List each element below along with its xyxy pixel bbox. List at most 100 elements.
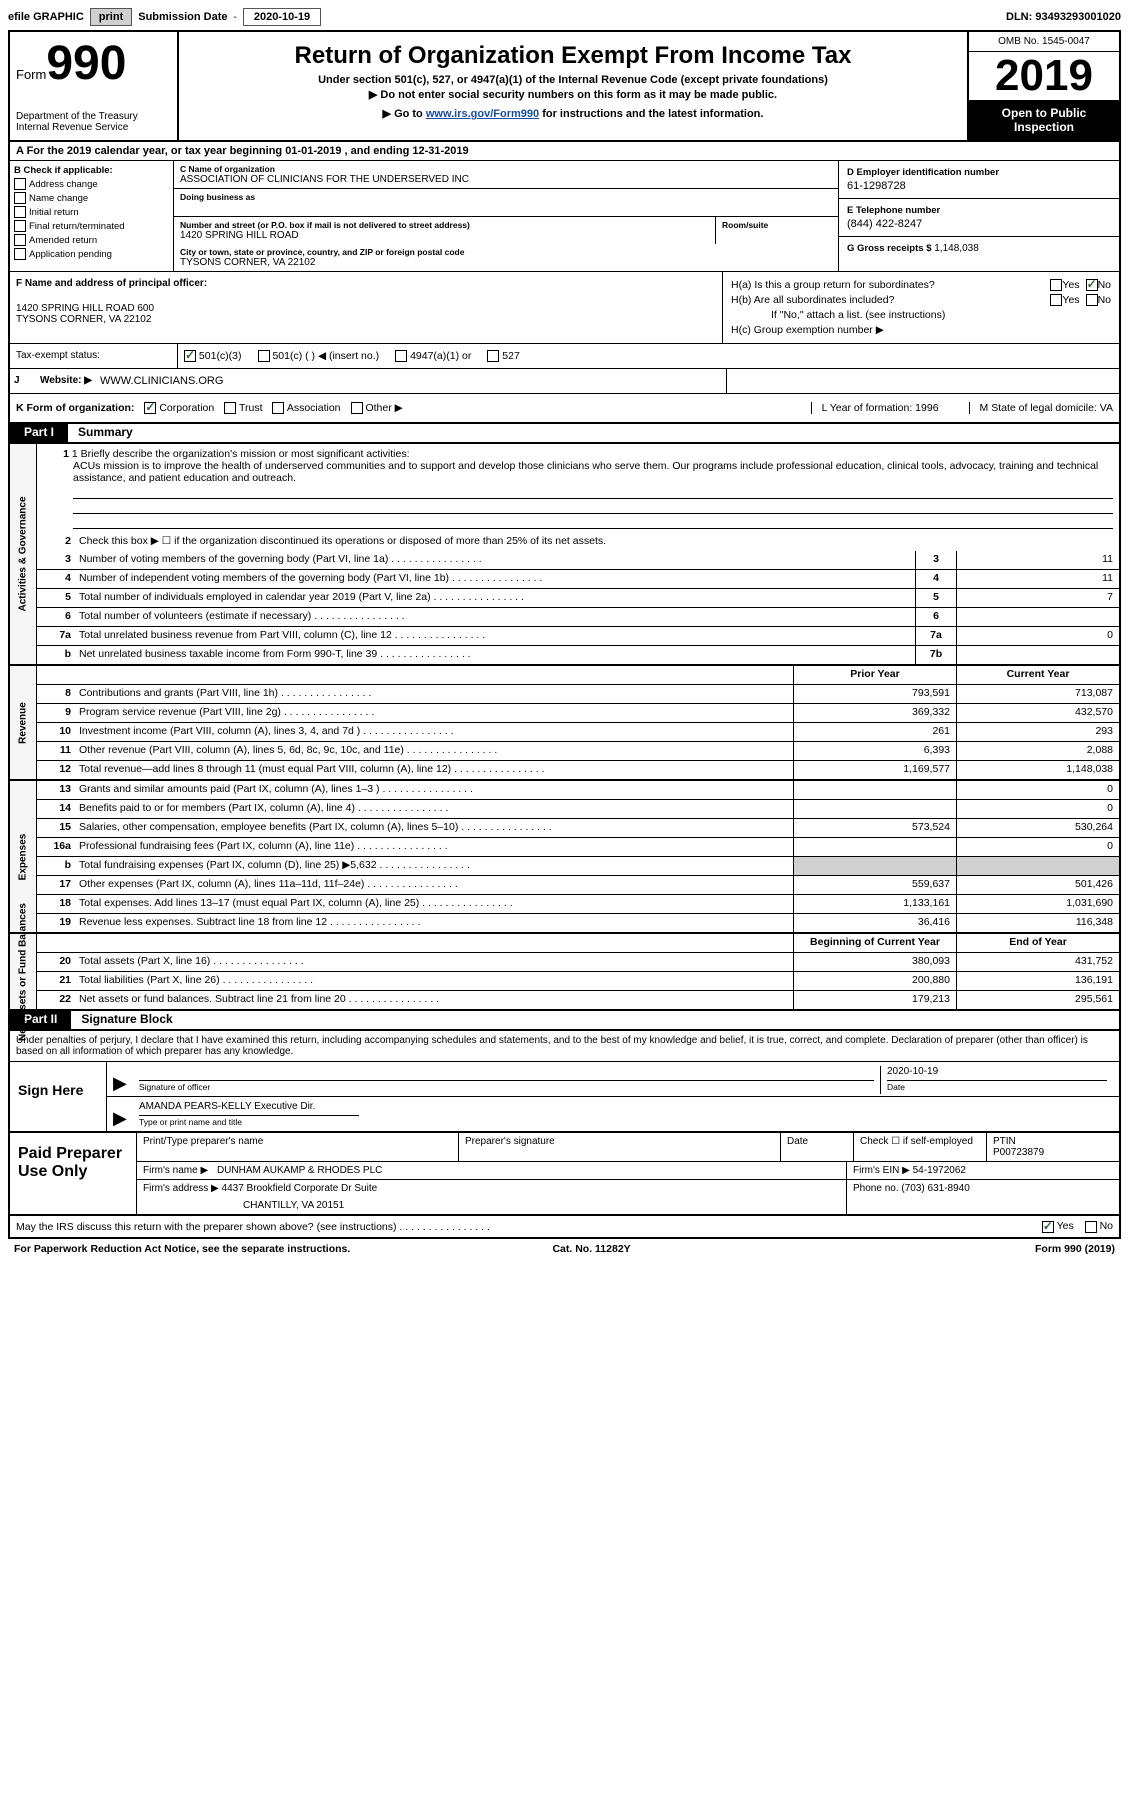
line-19: 19 Revenue less expenses. Subtract line … — [37, 914, 1119, 932]
part2-header: Part II Signature Block — [8, 1009, 1121, 1031]
header-left: Form990 Department of the Treasury Inter… — [10, 32, 179, 140]
firm-addr: 4437 Brookfield Corporate Dr Suite — [222, 1183, 378, 1194]
firm-ein: 54-1972062 — [913, 1165, 966, 1176]
line-b: b Total fundraising expenses (Part IX, c… — [37, 857, 1119, 876]
dept-treasury: Department of the Treasury Internal Reve… — [16, 111, 171, 133]
line-b: b Net unrelated business taxable income … — [37, 646, 1119, 664]
gross-receipts: 1,148,038 — [934, 243, 979, 254]
line-8: 8 Contributions and grants (Part VIII, l… — [37, 685, 1119, 704]
chk-527[interactable] — [487, 350, 499, 362]
header-right: OMB No. 1545-0047 2019 Open to Public In… — [967, 32, 1119, 140]
line-12: 12 Total revenue—add lines 8 through 11 … — [37, 761, 1119, 779]
k-row: K Form of organization: Corporation Trus… — [8, 394, 1121, 424]
discuss-row: May the IRS discuss this return with the… — [8, 1216, 1121, 1238]
open-public: Open to Public Inspection — [969, 100, 1119, 140]
org-street: 1420 SPRING HILL ROAD — [180, 230, 709, 241]
line-7a: 7a Total unrelated business revenue from… — [37, 627, 1119, 646]
footer: For Paperwork Reduction Act Notice, see … — [8, 1239, 1121, 1259]
line-18: 18 Total expenses. Add lines 13–17 (must… — [37, 895, 1119, 914]
ha-no[interactable] — [1086, 279, 1098, 291]
hb-no[interactable] — [1086, 294, 1098, 306]
form-header: Form990 Department of the Treasury Inter… — [8, 30, 1121, 142]
firm-name: DUNHAM AUKAMP & RHODES PLC — [217, 1165, 382, 1176]
print-button[interactable]: print — [90, 8, 132, 26]
tax-status-row: Tax-exempt status: 501(c)(3) 501(c) ( ) … — [8, 344, 1121, 369]
org-city: TYSONS CORNER, VA 22102 — [180, 257, 832, 268]
part1-header: Part I Summary — [8, 422, 1121, 444]
sub-date-label: Submission Date — [138, 11, 227, 23]
col-b-checkboxes: B Check if applicable: Address change Na… — [10, 161, 174, 271]
chk-other[interactable] — [351, 402, 363, 414]
dash: - — [234, 12, 237, 23]
line-13: 13 Grants and similar amounts paid (Part… — [37, 781, 1119, 800]
form-id: Form990 — [16, 36, 171, 91]
line-14: 14 Benefits paid to or for members (Part… — [37, 800, 1119, 819]
mission-text: ACUs mission is to improve the health of… — [73, 460, 1113, 484]
chk-trust[interactable] — [224, 402, 236, 414]
line-15: 15 Salaries, other compensation, employe… — [37, 819, 1119, 838]
line-11: 11 Other revenue (Part VIII, column (A),… — [37, 742, 1119, 761]
form-990-page: efile GRAPHIC print Submission Date - 20… — [0, 0, 1129, 1267]
chk-corp[interactable] — [144, 402, 156, 414]
website-url: WWW.CLINICIANS.ORG — [94, 369, 229, 393]
line-4: 4 Number of independent voting members o… — [37, 570, 1119, 589]
line-6: 6 Total number of volunteers (estimate i… — [37, 608, 1119, 627]
firm-phone: (703) 631-8940 — [901, 1183, 969, 1194]
line-3: 3 Number of voting members of the govern… — [37, 551, 1119, 570]
line-22: 22 Net assets or fund balances. Subtract… — [37, 991, 1119, 1009]
state-domicile: M State of legal domicile: VA — [969, 402, 1113, 414]
section-fh: F Name and address of principal officer:… — [8, 272, 1121, 344]
line-16a: 16a Professional fundraising fees (Part … — [37, 838, 1119, 857]
activities-block: Activities & Governance 1 1 Briefly desc… — [8, 444, 1121, 666]
discuss-no[interactable] — [1085, 1221, 1097, 1233]
form-title: Return of Organization Exempt From Incom… — [185, 42, 961, 70]
omb-number: OMB No. 1545-0047 — [969, 32, 1119, 52]
ein: 61-1298728 — [847, 180, 1111, 192]
section-bcde: B Check if applicable: Address change Na… — [8, 161, 1121, 272]
col-c-org-info: C Name of organization ASSOCIATION OF CL… — [174, 161, 838, 271]
chk-501c3[interactable] — [184, 350, 196, 362]
subtitle-2: ▶ Do not enter social security numbers o… — [185, 88, 961, 101]
chk-assoc[interactable] — [272, 402, 284, 414]
efile-label: efile GRAPHIC — [8, 11, 84, 23]
ha-yes[interactable] — [1050, 279, 1062, 291]
col-f-officer: F Name and address of principal officer:… — [10, 272, 723, 343]
org-name: ASSOCIATION OF CLINICIANS FOR THE UNDERS… — [180, 174, 832, 185]
line-21: 21 Total liabilities (Part X, line 26) 2… — [37, 972, 1119, 991]
chk-name[interactable] — [14, 192, 26, 204]
revenue-block: Revenue Prior Year Current Year 8 Contri… — [8, 666, 1121, 781]
col-h-group: H(a) Is this a group return for subordin… — [723, 272, 1119, 343]
line-9: 9 Program service revenue (Part VIII, li… — [37, 704, 1119, 723]
top-bar: efile GRAPHIC print Submission Date - 20… — [8, 8, 1121, 26]
tax-year: 2019 — [969, 52, 1119, 100]
netassets-block: Net Assets or Fund Balances Beginning of… — [8, 934, 1121, 1011]
year-formation: L Year of formation: 1996 — [811, 402, 939, 414]
declaration: Under penalties of perjury, I declare th… — [8, 1031, 1121, 1061]
line-20: 20 Total assets (Part X, line 16) 380,09… — [37, 953, 1119, 972]
line-17: 17 Other expenses (Part IX, column (A), … — [37, 876, 1119, 895]
line-5: 5 Total number of individuals employed i… — [37, 589, 1119, 608]
chk-amended[interactable] — [14, 234, 26, 246]
discuss-yes[interactable] — [1042, 1221, 1054, 1233]
subtitle-3: ▶ Go to www.irs.gov/Form990 for instruct… — [185, 107, 961, 120]
sub-date-value: 2020-10-19 — [243, 8, 321, 26]
chk-4947[interactable] — [395, 350, 407, 362]
irs-link[interactable]: www.irs.gov/Form990 — [426, 108, 539, 120]
chk-final[interactable] — [14, 220, 26, 232]
header-title-block: Return of Organization Exempt From Incom… — [179, 32, 967, 140]
subtitle-1: Under section 501(c), 527, or 4947(a)(1)… — [185, 74, 961, 86]
telephone: (844) 422-8247 — [847, 218, 1111, 230]
chk-application[interactable] — [14, 248, 26, 260]
ptin: P00723879 — [993, 1147, 1113, 1158]
website-row: J Website: ▶ WWW.CLINICIANS.ORG — [8, 369, 1121, 394]
sign-block: Sign Here ▶ Signature of officer 2020-10… — [8, 1061, 1121, 1133]
dln: DLN: 93493293001020 — [1006, 11, 1121, 23]
chk-address[interactable] — [14, 178, 26, 190]
preparer-block: Paid Preparer Use Only Print/Type prepar… — [8, 1133, 1121, 1216]
expenses-block: Expenses 13 Grants and similar amounts p… — [8, 781, 1121, 934]
officer-name: AMANDA PEARS-KELLY Executive Dir. — [139, 1101, 359, 1116]
hb-yes[interactable] — [1050, 294, 1062, 306]
col-de: D Employer identification number 61-1298… — [838, 161, 1119, 271]
chk-501c[interactable] — [258, 350, 270, 362]
chk-initial[interactable] — [14, 206, 26, 218]
